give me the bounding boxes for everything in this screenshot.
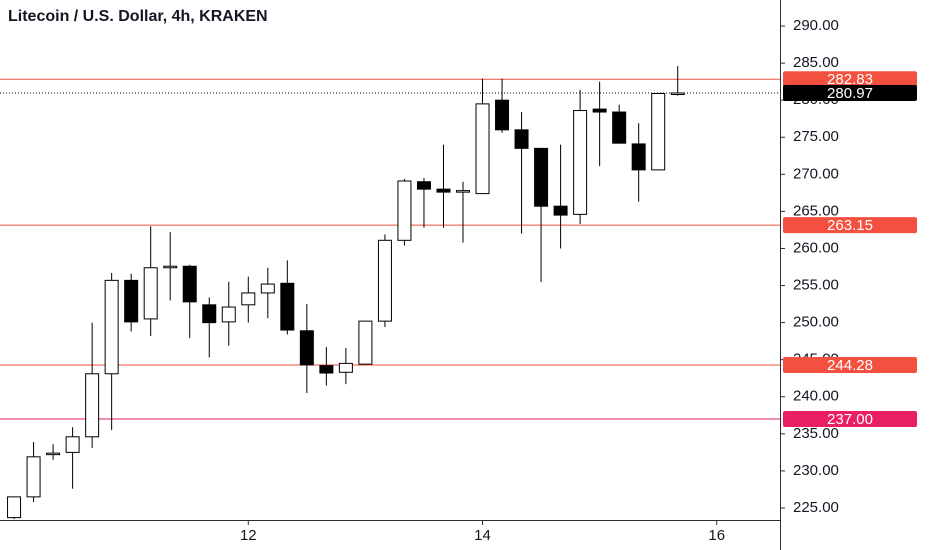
y-tick-label: 250.00	[793, 314, 839, 331]
level-tag-label: 263.15	[827, 217, 873, 234]
candle-body	[534, 147, 549, 207]
level-tag	[783, 357, 917, 374]
candle-body	[221, 306, 236, 323]
candle-body	[241, 292, 256, 306]
chart-title: Litecoin / U.S. Dollar, 4h, KRAKEN	[8, 8, 268, 25]
candle-body	[26, 456, 41, 498]
candle-body	[455, 190, 470, 193]
candle-body	[46, 452, 61, 456]
candle-body	[85, 373, 100, 438]
candle-body	[104, 279, 119, 375]
y-tick-label: 270.00	[793, 165, 839, 182]
candle-body	[163, 265, 178, 269]
x-tick-label: 14	[474, 527, 491, 544]
candle-body	[631, 143, 646, 171]
candle-body	[358, 320, 373, 365]
last-price-label: 280.97	[827, 85, 873, 102]
level-tag-label: 282.83	[827, 71, 873, 88]
candle-body	[553, 205, 568, 216]
candle-body	[436, 188, 451, 193]
last-price-tag	[783, 84, 917, 101]
candle-body	[475, 103, 490, 195]
level-tag	[783, 71, 917, 88]
y-tick-label: 230.00	[793, 462, 839, 479]
candle-body	[65, 436, 80, 453]
y-tick-label: 275.00	[793, 128, 839, 145]
candle-body	[514, 129, 529, 149]
x-tick-label: 16	[708, 527, 725, 544]
y-tick-label: 260.00	[793, 239, 839, 256]
candle-body	[670, 92, 685, 95]
candle-body	[397, 180, 412, 241]
candle-body	[338, 362, 353, 373]
candle-body	[124, 279, 139, 323]
candle-body	[416, 181, 431, 190]
y-tick-label: 290.00	[793, 17, 839, 34]
candle-body	[495, 99, 510, 131]
candle-body	[260, 283, 275, 294]
x-tick-label: 12	[240, 527, 257, 544]
candle-body	[299, 330, 314, 366]
candle-body	[182, 265, 197, 303]
level-tag	[783, 411, 917, 428]
candle-body	[592, 108, 607, 113]
candle-body	[202, 304, 217, 324]
candle-body	[143, 267, 158, 320]
candle-body	[7, 496, 22, 519]
level-tag-label: 244.28	[827, 357, 873, 374]
y-tick-label: 265.00	[793, 202, 839, 219]
level-tag	[783, 217, 917, 234]
candle-body	[651, 93, 666, 171]
y-tick-label: 255.00	[793, 277, 839, 294]
y-tick-label: 225.00	[793, 499, 839, 516]
candle-body	[377, 239, 392, 322]
level-tag-label: 237.00	[827, 411, 873, 428]
candle-body	[280, 282, 295, 331]
y-tick-label: 240.00	[793, 388, 839, 405]
y-tick-label: 285.00	[793, 54, 839, 71]
candle-body	[319, 365, 334, 374]
candle-body	[612, 111, 627, 144]
candle-body	[573, 110, 588, 215]
y-tick-label: 235.00	[793, 425, 839, 442]
